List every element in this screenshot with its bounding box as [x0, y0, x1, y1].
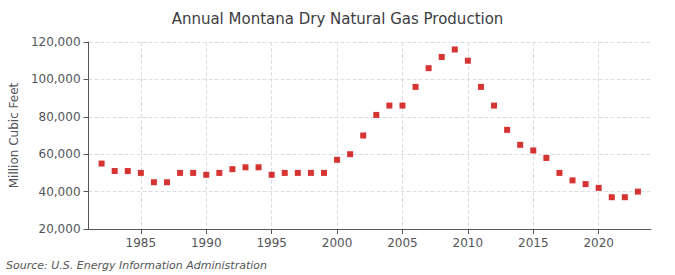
svg-text:60,000: 60,000: [39, 147, 81, 161]
svg-text:2005: 2005: [387, 236, 418, 250]
svg-text:2010: 2010: [453, 236, 484, 250]
svg-text:2000: 2000: [322, 236, 353, 250]
svg-text:Source: U.S. Energy Informatio: Source: U.S. Energy Information Administ…: [6, 259, 267, 272]
svg-text:120,000: 120,000: [31, 35, 81, 49]
svg-text:1985: 1985: [126, 236, 157, 250]
svg-text:Annual Montana Dry Natural Gas: Annual Montana Dry Natural Gas Productio…: [172, 10, 504, 28]
svg-text:1995: 1995: [256, 236, 287, 250]
svg-text:20,000: 20,000: [39, 222, 81, 236]
svg-text:2020: 2020: [583, 236, 614, 250]
svg-text:1990: 1990: [191, 236, 222, 250]
svg-text:40,000: 40,000: [39, 185, 81, 199]
svg-text:80,000: 80,000: [39, 110, 81, 124]
svg-text:2015: 2015: [518, 236, 549, 250]
svg-text:100,000: 100,000: [31, 72, 81, 86]
svg-text:Million Cubic Feet: Million Cubic Feet: [7, 82, 21, 188]
